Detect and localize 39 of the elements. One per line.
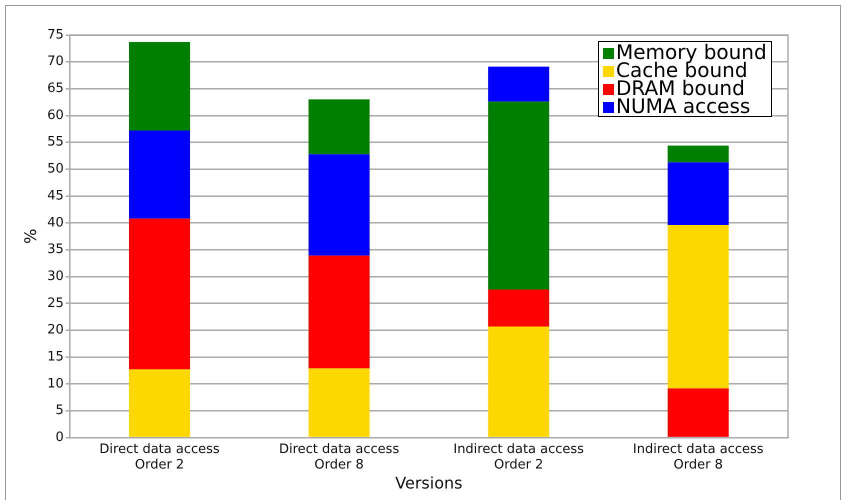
y-tick-label: 5 <box>55 403 64 418</box>
x-tick-label: Indirect data access Order 2 <box>453 442 584 472</box>
bar <box>668 225 729 388</box>
y-tick-label: 45 <box>47 188 64 204</box>
bar <box>308 256 370 368</box>
y-tick-label: 65 <box>47 81 64 96</box>
x-tick-label: Indirect data access Order 8 <box>632 442 764 472</box>
x-tick-label: Direct data access Order 8 <box>278 442 400 472</box>
bar <box>488 66 550 102</box>
x-tick-label: Direct data access Order 2 <box>99 442 220 472</box>
bar <box>129 130 190 219</box>
y-tick-label: 40 <box>47 215 64 230</box>
bar <box>668 162 729 226</box>
x-axis-title: Versions <box>395 474 462 493</box>
y-tick-label: 20 <box>47 322 64 338</box>
bar <box>308 99 370 154</box>
bar <box>129 218 190 370</box>
y-tick-label: 50 <box>47 162 64 177</box>
y-tick-label: 35 <box>47 242 64 258</box>
y-tick-label: 75 <box>47 27 64 42</box>
bar <box>129 369 190 437</box>
bar <box>488 102 550 290</box>
y-tick-label: 0 <box>55 430 64 445</box>
bar <box>488 289 550 326</box>
y-tick-label: 60 <box>47 108 64 123</box>
bar <box>668 388 729 437</box>
bar <box>308 368 370 437</box>
y-tick-label: 55 <box>47 134 64 150</box>
y-tick-label: 30 <box>47 268 64 284</box>
legend-label: NUMA access <box>616 94 750 118</box>
y-tick-label: 25 <box>47 296 64 311</box>
y-tick-label: 10 <box>47 376 64 392</box>
bar <box>668 146 729 162</box>
y-tick-label: 15 <box>47 349 64 364</box>
bar <box>488 326 550 437</box>
bar <box>308 154 370 256</box>
bar <box>129 42 190 131</box>
y-axis-title: % <box>20 228 40 244</box>
y-tick-label: 70 <box>47 54 64 70</box>
